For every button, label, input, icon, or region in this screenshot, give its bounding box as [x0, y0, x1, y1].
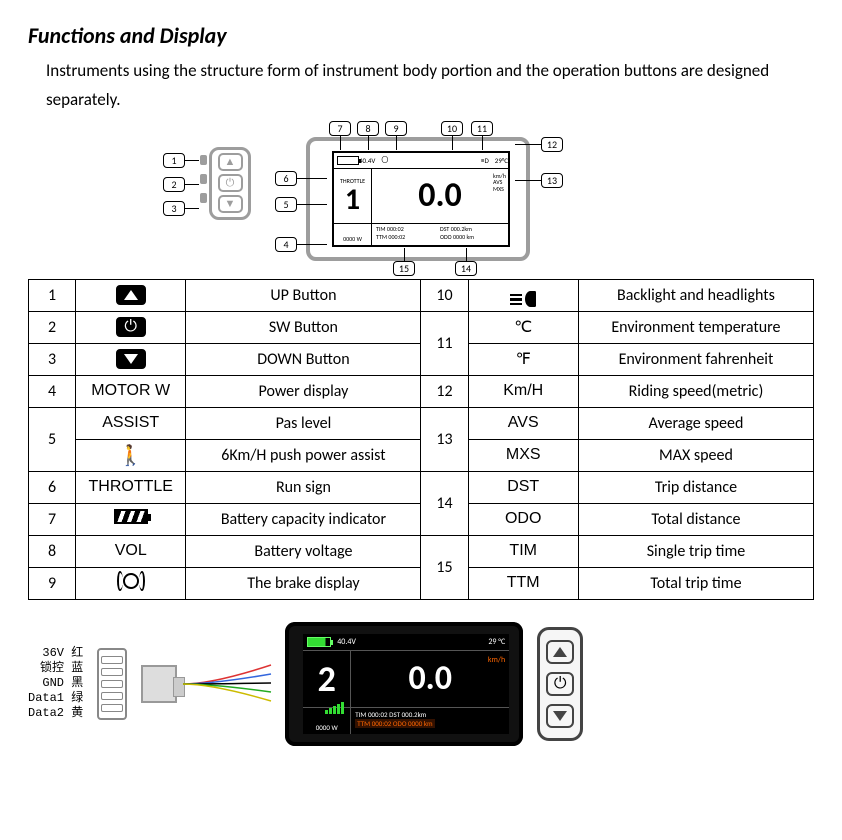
callout: 1	[163, 153, 185, 168]
display-color: 40.4V 29 °C 2 0.0 km/h 0000 W TIM 000:02…	[285, 622, 523, 746]
connector-icon	[97, 648, 127, 720]
table-row: 8VOLBattery voltage15TIMSingle trip time	[29, 535, 814, 567]
power-value: 0000 W	[334, 224, 372, 245]
button-pad-schematic: ▲ ⏻ ▼	[209, 147, 251, 220]
table-row: 6THROTTLERun sign14DSTTrip distance	[29, 471, 814, 503]
schematic-diagram: ▲ ⏻ ▼ 40.4V 〇 ≡D 29°C THROTTLE 1 0.0	[141, 123, 701, 273]
callout: 2	[163, 177, 185, 192]
speed-value: 0.0	[408, 658, 452, 699]
display-schematic: 40.4V 〇 ≡D 29°C THROTTLE 1 0.0 km/h AVS …	[306, 137, 530, 261]
callout: 10	[441, 121, 463, 136]
sw-button-icon: ⏻	[218, 174, 243, 192]
callout: 7	[329, 121, 351, 136]
callout: 8	[357, 121, 379, 136]
down-button-icon	[546, 704, 574, 728]
callout: 13	[541, 173, 563, 188]
legend-table: 1UP Button10Backlight and headlights2⏻SW…	[28, 279, 814, 600]
wiring-and-color-display: 36V 红锁控 蓝GND 黑Data1 绿Data2 黄 40.4V 29 °C…	[28, 622, 814, 746]
table-row: 5ASSISTPas level13AVSAverage speed	[29, 407, 814, 439]
callout: 15	[393, 261, 415, 276]
callout: 5	[275, 197, 297, 212]
table-row: 2⏻SW Button11℃Environment temperature	[29, 311, 814, 343]
up-button-icon	[546, 640, 574, 664]
callout: 3	[163, 201, 185, 216]
table-row: 1UP Button10Backlight and headlights	[29, 279, 814, 311]
callout: 4	[275, 237, 297, 252]
callout: 6	[275, 171, 297, 186]
sw-button-icon: ⏻	[546, 672, 574, 696]
assist-level: 2	[303, 651, 351, 707]
pinout-labels: 36V 红锁控 蓝GND 黑Data1 绿Data2 黄	[28, 646, 83, 721]
section-title: Functions and Display	[28, 22, 814, 49]
cable-diagram	[141, 659, 271, 709]
speed-value: 0.0	[418, 175, 462, 216]
table-row: 4MOTOR WPower display12Km/HRiding speed(…	[29, 375, 814, 407]
temp-value: 29°C	[495, 156, 508, 165]
callout: 12	[541, 137, 563, 152]
up-button-icon: ▲	[218, 153, 243, 171]
intro-paragraph: Instruments using the structure form of …	[46, 57, 814, 115]
button-pad-color: ⏻	[537, 627, 583, 741]
callout: 11	[471, 121, 493, 136]
callout: 14	[455, 261, 477, 276]
battery-icon	[337, 156, 359, 165]
callout: 9	[385, 121, 407, 136]
battery-icon	[307, 637, 331, 647]
assist-level: 1	[345, 185, 360, 215]
down-button-icon: ▼	[218, 195, 243, 213]
voltage-value: 40.4V	[359, 156, 375, 165]
